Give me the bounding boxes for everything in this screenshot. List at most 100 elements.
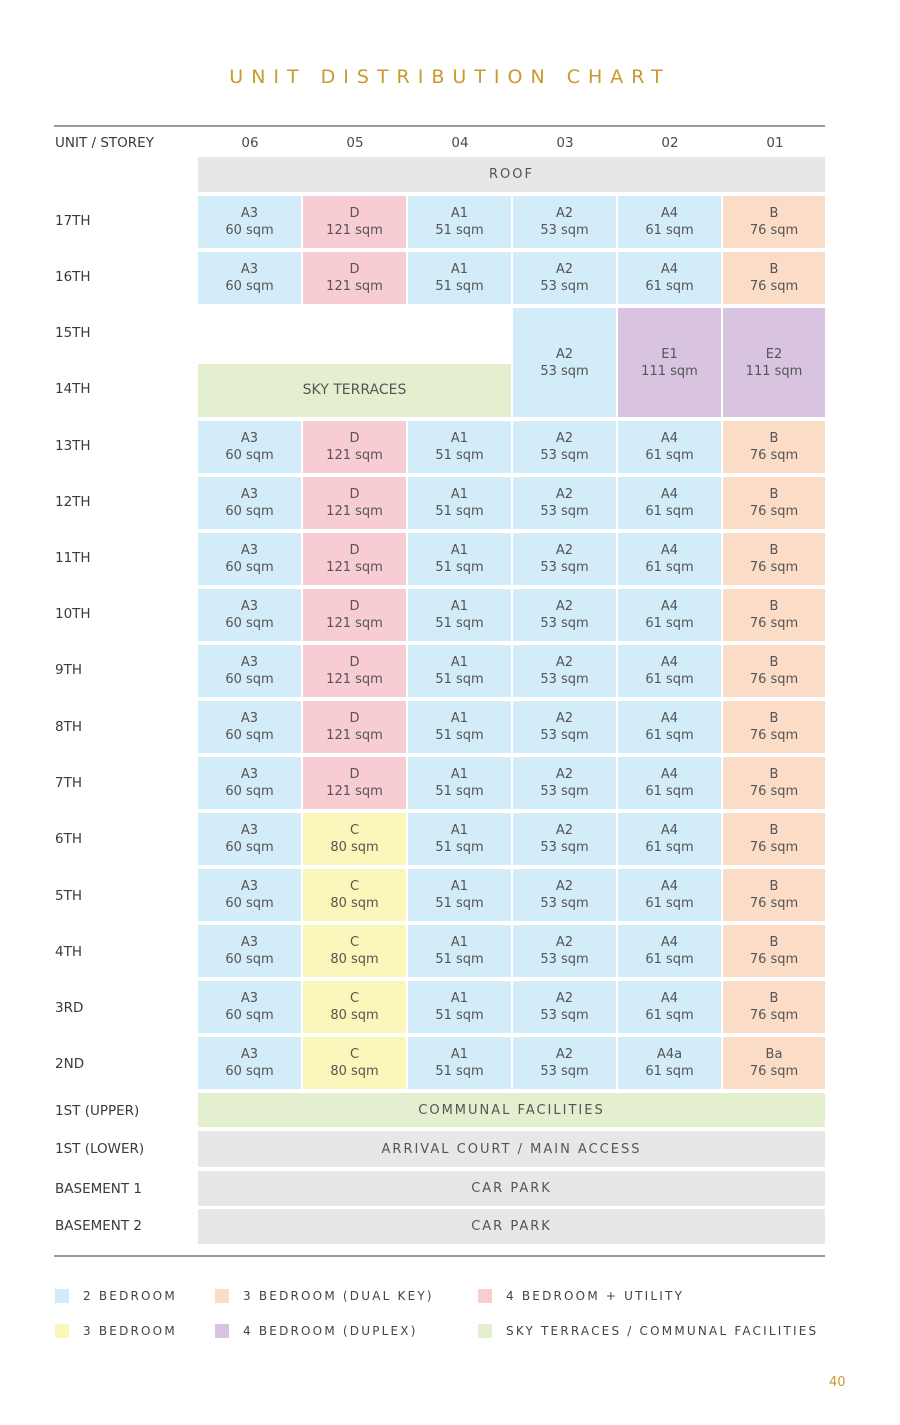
unit-type: B xyxy=(769,991,779,1006)
unit-area: 53 sqm xyxy=(540,1008,589,1023)
storey-label: BASEMENT 2 xyxy=(55,1218,142,1234)
unit-type: D xyxy=(349,655,360,670)
unit-cell: A3 60 sqm xyxy=(198,533,301,585)
unit-type: A3 xyxy=(240,935,259,950)
unit-cell: A3 60 sqm xyxy=(198,421,301,473)
unit-type: A1 xyxy=(450,543,469,558)
unit-cell: A1 51 sqm xyxy=(408,421,511,473)
unit-area: 61 sqm xyxy=(645,728,694,743)
unit-area: 76 sqm xyxy=(749,840,799,855)
unit-cell: A2 53 sqm xyxy=(513,701,616,753)
top-divider xyxy=(54,125,825,127)
unit-area: 51 sqm xyxy=(435,279,484,294)
communal-facilities-label: COMMUNAL FACILITIES xyxy=(418,1102,605,1118)
unit-area: 60 sqm xyxy=(225,279,274,294)
unit-area: 53 sqm xyxy=(540,448,589,463)
unit-cell: A2 53 sqm xyxy=(513,196,616,248)
unit-cell: D 121 sqm xyxy=(303,477,406,529)
roof-label: ROOF xyxy=(489,167,534,182)
unit-cell: A2 53 sqm xyxy=(513,589,616,641)
unit-type: D xyxy=(349,767,360,782)
unit-cell: A2 53 sqm xyxy=(513,477,616,529)
basement-2-car-park-bar: CAR PARK xyxy=(198,1209,825,1244)
basement-1-car-park-bar: CAR PARK xyxy=(198,1171,825,1206)
unit-area: 61 sqm xyxy=(645,279,694,294)
unit-cell: A1 51 sqm xyxy=(408,813,511,865)
unit-area: 60 sqm xyxy=(225,1064,274,1079)
bottom-divider xyxy=(54,1255,825,1257)
unit-cell: A2 53 sqm xyxy=(513,252,616,304)
unit-type: A3 xyxy=(240,655,259,670)
unit-type: D xyxy=(349,206,360,221)
unit-cell: A3 60 sqm xyxy=(198,869,301,921)
unit-cell: A2 53 sqm xyxy=(513,869,616,921)
unit-type: B xyxy=(769,599,779,614)
unit-area: 61 sqm xyxy=(645,784,694,799)
unit-area: 51 sqm xyxy=(435,728,484,743)
unit-cell: A4 61 sqm xyxy=(618,981,721,1033)
legend-swatch xyxy=(55,1324,69,1338)
unit-cell: A3 60 sqm xyxy=(198,925,301,977)
unit-area: 80 sqm xyxy=(330,896,379,911)
unit-type: A3 xyxy=(240,767,259,782)
storey-label: 15TH xyxy=(55,325,91,341)
unit-area: 53 sqm xyxy=(540,363,589,379)
unit-area: 51 sqm xyxy=(435,504,484,519)
unit-cell: A2 53 sqm xyxy=(513,925,616,977)
unit-area: 121 sqm xyxy=(326,223,383,238)
unit-type: A1 xyxy=(450,599,469,614)
unit-area: 61 sqm xyxy=(645,223,694,238)
unit-area: 76 sqm xyxy=(749,1064,799,1079)
unit-cell: A4 61 sqm xyxy=(618,645,721,697)
unit-type: A4 xyxy=(660,879,679,894)
unit-area: 76 sqm xyxy=(749,560,799,575)
unit-type: A2 xyxy=(555,431,574,446)
unit-type: A4 xyxy=(660,823,679,838)
unit-area: 61 sqm xyxy=(645,560,694,575)
column-header: 01 xyxy=(766,135,784,151)
unit-type: A4 xyxy=(660,543,679,558)
unit-type: A2 xyxy=(555,1047,574,1062)
unit-type: A3 xyxy=(240,823,259,838)
storey-label: 10TH xyxy=(55,606,91,622)
unit-type: A3 xyxy=(240,879,259,894)
unit-type: A1 xyxy=(450,767,469,782)
unit-cell: A4 61 sqm xyxy=(618,869,721,921)
unit-cell: E1 111 sqm xyxy=(618,308,721,417)
storey-label: 11TH xyxy=(55,550,91,566)
unit-cell: D 121 sqm xyxy=(303,589,406,641)
unit-cell: D 121 sqm xyxy=(303,645,406,697)
legend-label: 4 BEDROOM + UTILITY xyxy=(506,1289,685,1303)
unit-area: 60 sqm xyxy=(225,952,274,967)
unit-area: 61 sqm xyxy=(645,1008,694,1023)
unit-area: 80 sqm xyxy=(330,1064,379,1079)
unit-type: A2 xyxy=(555,543,574,558)
unit-cell: A3 60 sqm xyxy=(198,981,301,1033)
storey-label: 9TH xyxy=(55,662,82,678)
unit-cell: A1 51 sqm xyxy=(408,1037,511,1089)
unit-cell: D 121 sqm xyxy=(303,252,406,304)
unit-cell: B 76 sqm xyxy=(723,421,825,473)
legend-swatch xyxy=(478,1289,492,1303)
column-header: 05 xyxy=(346,135,364,151)
unit-area: 111 sqm xyxy=(745,363,803,379)
unit-type: B xyxy=(769,879,779,894)
unit-type: D xyxy=(349,262,360,277)
unit-type: C xyxy=(349,823,360,838)
unit-area: 51 sqm xyxy=(435,616,484,631)
unit-cell: A2 53 sqm xyxy=(513,308,616,417)
unit-area: 61 sqm xyxy=(645,672,694,687)
unit-cell: A4 61 sqm xyxy=(618,421,721,473)
unit-type: B xyxy=(769,206,779,221)
unit-type: D xyxy=(349,431,360,446)
storey-label: 17TH xyxy=(55,213,91,229)
unit-cell: A1 51 sqm xyxy=(408,252,511,304)
unit-type: A2 xyxy=(555,879,574,894)
unit-cell: A2 53 sqm xyxy=(513,757,616,809)
unit-area: 51 sqm xyxy=(435,1064,484,1079)
unit-cell: A1 51 sqm xyxy=(408,869,511,921)
column-header: 03 xyxy=(556,135,574,151)
unit-area: 76 sqm xyxy=(749,784,799,799)
storey-label: 6TH xyxy=(55,831,82,847)
unit-cell: B 76 sqm xyxy=(723,869,825,921)
